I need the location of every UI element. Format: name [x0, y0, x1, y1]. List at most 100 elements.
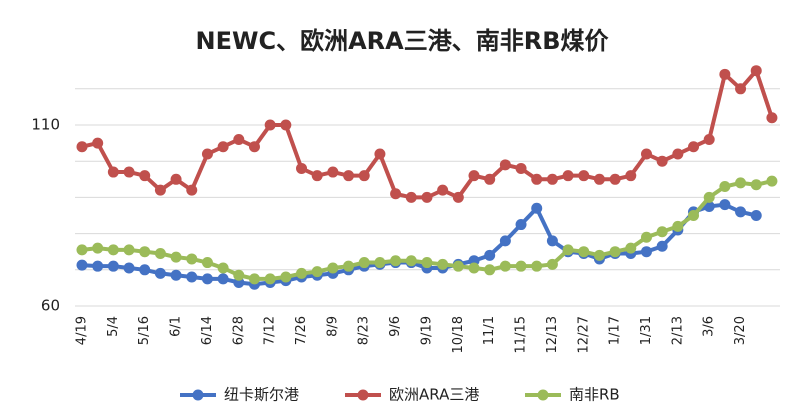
data-point — [296, 267, 308, 279]
data-point — [688, 141, 700, 153]
legend-marker — [537, 389, 549, 401]
data-point — [343, 170, 355, 182]
data-point — [499, 235, 511, 247]
x-tick-label: 9/6 — [388, 316, 403, 337]
data-point — [76, 259, 88, 271]
x-tick-label: 7/12 — [263, 316, 278, 345]
data-point — [437, 258, 449, 270]
data-point — [233, 133, 245, 145]
data-point — [703, 191, 715, 203]
data-point — [264, 119, 276, 131]
data-point — [468, 170, 480, 182]
data-point — [452, 260, 464, 272]
data-point — [499, 159, 511, 171]
data-point — [311, 170, 323, 182]
y-tick-label: 60 — [41, 297, 60, 315]
x-tick-label: 9/19 — [419, 316, 434, 345]
data-point — [593, 249, 605, 261]
data-point — [735, 83, 747, 95]
data-point — [405, 255, 417, 267]
data-point — [578, 246, 590, 258]
data-point — [656, 155, 668, 167]
x-tick-label: 3/6 — [702, 316, 717, 337]
data-point — [750, 65, 762, 77]
data-point — [688, 210, 700, 221]
data-point — [703, 133, 715, 145]
legend-marker — [357, 389, 369, 401]
data-point — [76, 244, 88, 256]
data-point — [201, 148, 213, 160]
data-point — [217, 141, 229, 153]
data-point — [546, 258, 558, 270]
data-point — [531, 202, 543, 214]
legend-label: 纽卡斯尔港 — [224, 386, 299, 404]
data-point — [123, 262, 135, 274]
data-point — [640, 246, 652, 258]
x-tick-label: 5/16 — [137, 316, 152, 345]
x-tick-label: 12/13 — [545, 316, 560, 353]
data-point — [186, 253, 198, 265]
data-point — [139, 170, 151, 182]
data-point — [750, 210, 762, 221]
data-point — [280, 271, 292, 283]
data-point — [92, 242, 104, 254]
data-point — [186, 184, 198, 196]
data-point — [421, 191, 433, 203]
data-point — [656, 240, 668, 252]
x-tick-label: 5/4 — [106, 316, 121, 337]
x-tick-label: 10/18 — [451, 316, 466, 353]
data-point — [170, 251, 182, 263]
data-point — [484, 249, 496, 261]
data-point — [640, 231, 652, 243]
data-point — [468, 262, 480, 274]
series-line — [81, 202, 757, 287]
x-tick-label: 1/17 — [608, 316, 623, 345]
data-point — [625, 170, 637, 182]
data-point — [107, 166, 119, 178]
data-point — [107, 260, 119, 272]
data-point — [656, 226, 668, 238]
x-tick-label: 6/1 — [169, 316, 184, 337]
data-point — [374, 148, 386, 160]
data-point — [390, 188, 402, 200]
data-point — [719, 199, 731, 211]
data-point — [280, 119, 292, 131]
data-point — [201, 257, 213, 269]
chart-title: NEWC、欧洲ARA三港、南非RB煤价 — [196, 27, 610, 55]
data-point — [327, 166, 339, 178]
data-point — [139, 264, 151, 276]
data-point — [201, 273, 213, 285]
data-point — [92, 137, 104, 149]
data-point — [735, 177, 747, 189]
x-tick-label: 6/28 — [231, 316, 246, 345]
data-point — [562, 244, 574, 256]
data-point — [640, 148, 652, 160]
data-point — [170, 173, 182, 185]
data-point — [515, 219, 527, 231]
data-point — [515, 260, 527, 272]
data-point — [562, 170, 574, 182]
data-point — [672, 148, 684, 160]
data-point — [76, 141, 88, 153]
data-point — [233, 269, 245, 281]
data-point — [499, 260, 511, 272]
data-point — [296, 162, 308, 174]
data-point — [531, 173, 543, 185]
x-tick-label: 7/26 — [294, 316, 309, 345]
data-point — [358, 257, 370, 269]
series-line — [81, 66, 774, 200]
data-point — [766, 175, 778, 187]
data-point — [593, 173, 605, 185]
data-point — [421, 257, 433, 269]
data-point — [154, 248, 166, 260]
x-tick-label: 8/9 — [325, 316, 340, 337]
data-point — [452, 191, 464, 203]
data-point — [358, 170, 370, 182]
data-point — [750, 179, 762, 191]
data-point — [719, 68, 731, 80]
data-point — [703, 200, 715, 212]
x-tick-label: 11/1 — [482, 316, 497, 345]
data-point — [719, 181, 731, 193]
y-tick-label: 110 — [31, 116, 60, 134]
